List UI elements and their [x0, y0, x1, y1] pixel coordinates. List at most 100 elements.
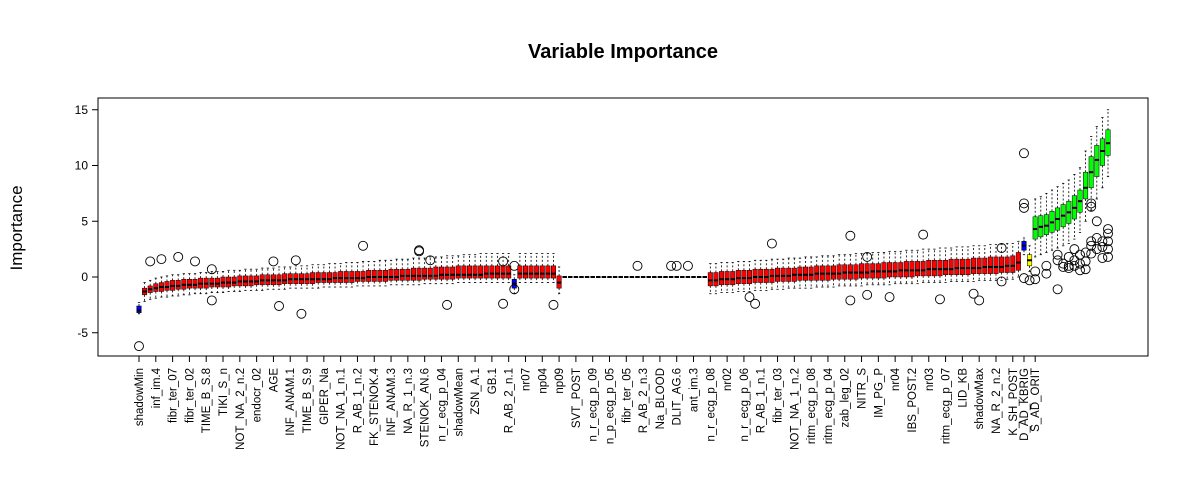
- outlier-point: [974, 295, 985, 306]
- box-group: [170, 274, 176, 297]
- outlier-point: [1030, 274, 1041, 285]
- outlier-point: [358, 240, 368, 251]
- x-tick-label: nr07: [520, 368, 532, 391]
- outlier-point: [498, 298, 509, 309]
- box-group: [954, 246, 960, 282]
- box-group: [399, 258, 405, 286]
- box-group: [186, 273, 192, 296]
- outlier-point: [1041, 268, 1052, 279]
- box: [466, 265, 472, 279]
- box-group: [909, 249, 915, 285]
- outlier-point: [1097, 241, 1108, 252]
- box: [483, 265, 489, 279]
- box-group: [410, 257, 416, 286]
- box-group: [974, 245, 985, 306]
- box-group: [181, 273, 187, 296]
- y-tick-label: 0: [81, 270, 88, 284]
- box-group: [786, 257, 792, 289]
- box-group: [1097, 117, 1108, 263]
- box: [478, 265, 484, 279]
- outlier-point: [1052, 249, 1063, 260]
- box-group: [1103, 109, 1113, 262]
- x-tick-label: shadowMean: [453, 368, 465, 436]
- box-group: [528, 253, 534, 283]
- x-tick-label: STENOK_AN.6: [420, 368, 432, 447]
- box: [1094, 145, 1100, 177]
- box: [741, 270, 747, 284]
- box: [948, 258, 954, 276]
- outlier-point: [1103, 224, 1113, 235]
- box-group: [1015, 240, 1021, 278]
- outlier-point: [1075, 265, 1085, 276]
- box: [1099, 138, 1105, 166]
- box-group: [489, 253, 495, 283]
- box-group: [1091, 126, 1102, 255]
- box-group: [414, 245, 425, 286]
- box: [730, 271, 736, 286]
- box: [993, 256, 999, 274]
- box: [377, 270, 383, 282]
- box-group: [315, 264, 321, 289]
- box-group: [568, 276, 573, 278]
- box-group: [884, 250, 895, 303]
- box: [752, 268, 758, 283]
- box: [803, 266, 809, 281]
- box-group: [763, 259, 769, 291]
- box-group: [296, 265, 307, 319]
- x-tick-label: shadowMin: [134, 368, 146, 426]
- box-group: [750, 259, 761, 309]
- x-tick-label: AGE: [268, 368, 280, 393]
- x-axis-labels: shadowMin inf_im.4 fibr_ter_07 fibr_ter_02 T…: [134, 355, 1108, 450]
- box: [360, 271, 366, 282]
- box-group: [265, 267, 271, 290]
- x-tick-label: shadowMax: [974, 368, 986, 430]
- box-group: [652, 276, 657, 278]
- box: [450, 266, 456, 280]
- box: [1004, 256, 1010, 273]
- box-group: [744, 260, 755, 303]
- plot-frame: [97, 97, 1149, 357]
- box: [724, 271, 730, 286]
- box-group: [438, 256, 444, 285]
- box-group: [875, 252, 881, 286]
- box: [192, 278, 198, 289]
- box-group: [965, 246, 971, 282]
- box-group: [680, 276, 685, 278]
- box: [976, 257, 982, 274]
- box-group: [455, 255, 461, 283]
- outlier-point: [274, 301, 284, 311]
- box: [735, 270, 741, 284]
- box-group: [993, 244, 999, 281]
- box: [517, 265, 523, 279]
- box-group: [248, 268, 254, 291]
- box-group: [354, 262, 360, 287]
- box-group: [206, 264, 217, 306]
- box-group: [892, 250, 898, 285]
- box-group: [601, 276, 607, 278]
- outlier-point: [632, 260, 643, 271]
- x-tick-label: R_AB_1_n.2: [352, 368, 364, 433]
- x-tick-label: IM_PG_P: [873, 368, 885, 418]
- box-group: [663, 276, 668, 278]
- box: [931, 260, 937, 277]
- box: [326, 272, 332, 283]
- box: [366, 270, 372, 282]
- outlier-point: [1086, 198, 1097, 209]
- box: [394, 268, 400, 281]
- box-group: [1010, 243, 1016, 280]
- box: [1015, 252, 1021, 271]
- box-group: [943, 247, 949, 283]
- outlier-point: [1052, 284, 1063, 295]
- box: [836, 264, 842, 280]
- x-tick-label: n_r_ecg_p_06: [739, 368, 751, 442]
- x-tick-label: SVT_POST: [571, 368, 583, 428]
- box: [881, 262, 887, 279]
- box-group: [691, 276, 696, 278]
- outlier-point: [509, 284, 520, 295]
- box-group: [198, 272, 204, 295]
- outlier-point: [1058, 262, 1069, 272]
- box-group: [775, 258, 781, 290]
- box-group: [657, 276, 663, 278]
- box-group: [145, 256, 156, 300]
